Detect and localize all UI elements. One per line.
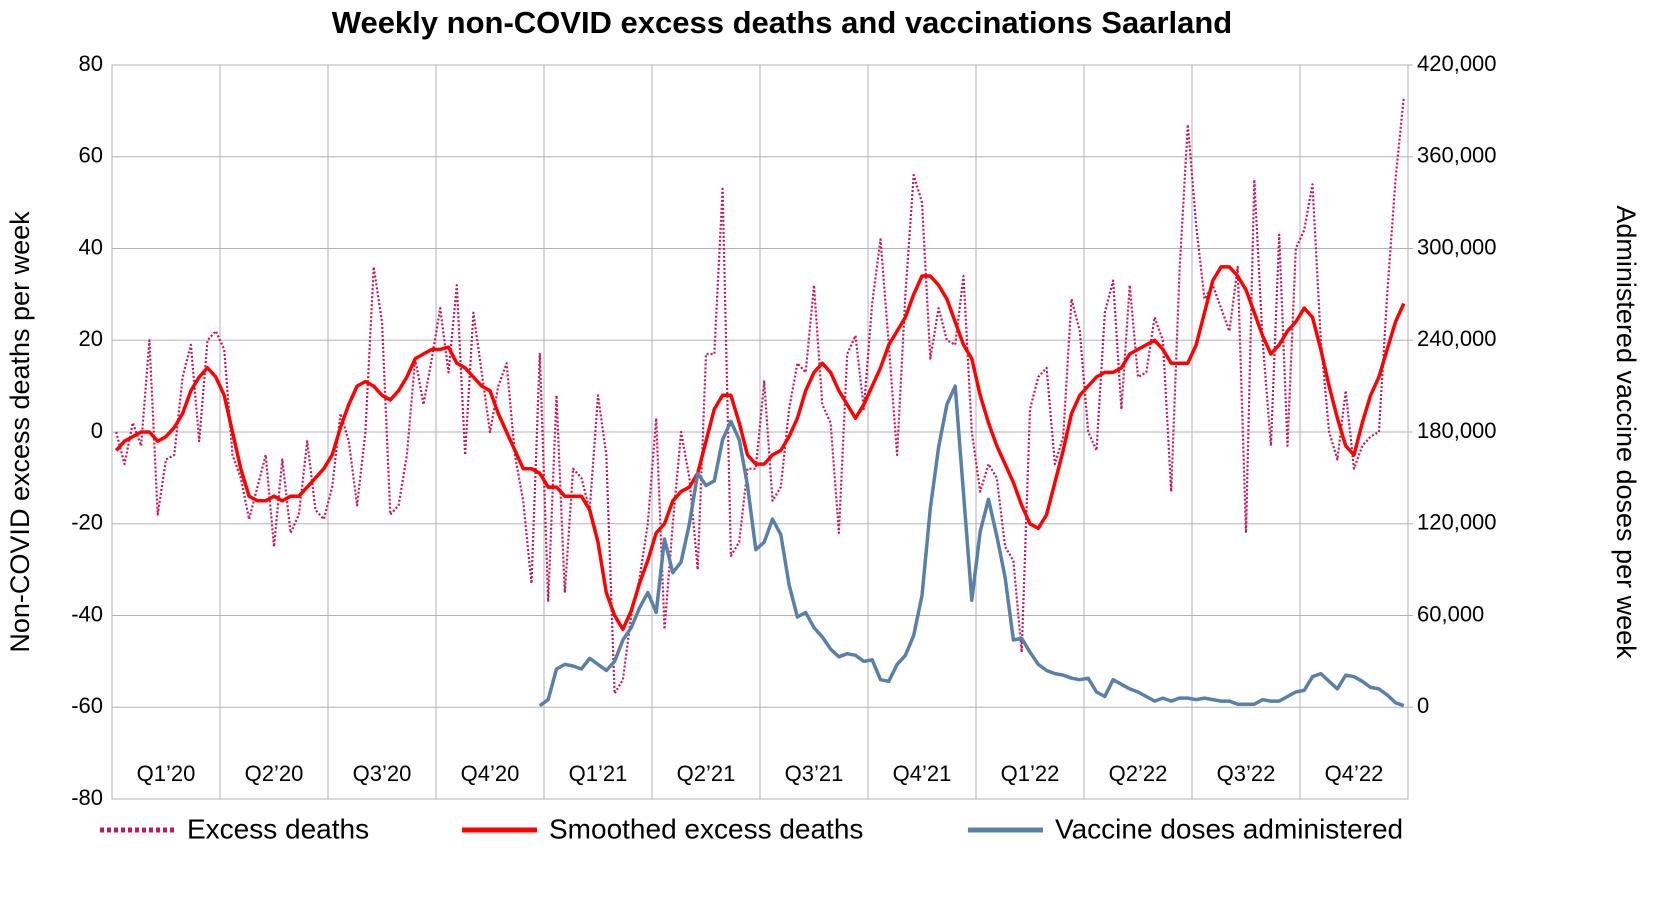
x-tick-label: Q1’20 [137, 761, 196, 786]
y2-tick-label: 60,000 [1417, 601, 1484, 626]
y-tick-label: 40 [79, 234, 103, 259]
y2-tick-label: 240,000 [1417, 326, 1497, 351]
x-tick-label: Q2’21 [677, 761, 736, 786]
x-tick-label: Q2’22 [1109, 761, 1168, 786]
x-tick-label: Q1’21 [569, 761, 628, 786]
series-line [114, 265, 1406, 632]
y2-tick-label: 360,000 [1417, 143, 1497, 168]
y-axis-label: Non-COVID excess deaths per week [5, 211, 35, 653]
y2-tick-label: 300,000 [1417, 234, 1497, 259]
y2-tick-label: 180,000 [1417, 418, 1497, 443]
y-tick-label: -80 [71, 785, 103, 810]
series-line [538, 384, 1405, 708]
y2-tick-label: 0 [1417, 693, 1429, 718]
legend-label: Smoothed excess deaths [549, 813, 863, 844]
y-tick-label: 20 [79, 326, 103, 351]
y2-axis-label: Administered vaccine doses per week [1611, 205, 1641, 659]
legend-label: Vaccine doses administered [1055, 813, 1403, 844]
series-line [115, 96, 1405, 695]
y-tick-label: 0 [91, 418, 103, 443]
y-tick-label: -20 [71, 510, 103, 535]
x-tick-label: Q4’21 [893, 761, 952, 786]
x-tick-label: Q2’20 [245, 761, 304, 786]
legend-label: Excess deaths [187, 813, 369, 844]
y-tick-label: 80 [79, 51, 103, 76]
x-tick-label: Q3’20 [353, 761, 412, 786]
y2-tick-label: 120,000 [1417, 510, 1497, 535]
x-tick-label: Q3’22 [1217, 761, 1276, 786]
x-tick-label: Q1’22 [1001, 761, 1060, 786]
x-tick-label: Q4’20 [461, 761, 520, 786]
x-tick-label: Q4’22 [1325, 761, 1384, 786]
chart-title: Weekly non-COVID excess deaths and vacci… [332, 5, 1232, 40]
y-tick-label: 60 [79, 143, 103, 168]
y-tick-label: -60 [71, 693, 103, 718]
y-tick-label: -40 [71, 601, 103, 626]
x-tick-label: Q3’21 [785, 761, 844, 786]
y2-tick-label: 420,000 [1417, 51, 1497, 76]
